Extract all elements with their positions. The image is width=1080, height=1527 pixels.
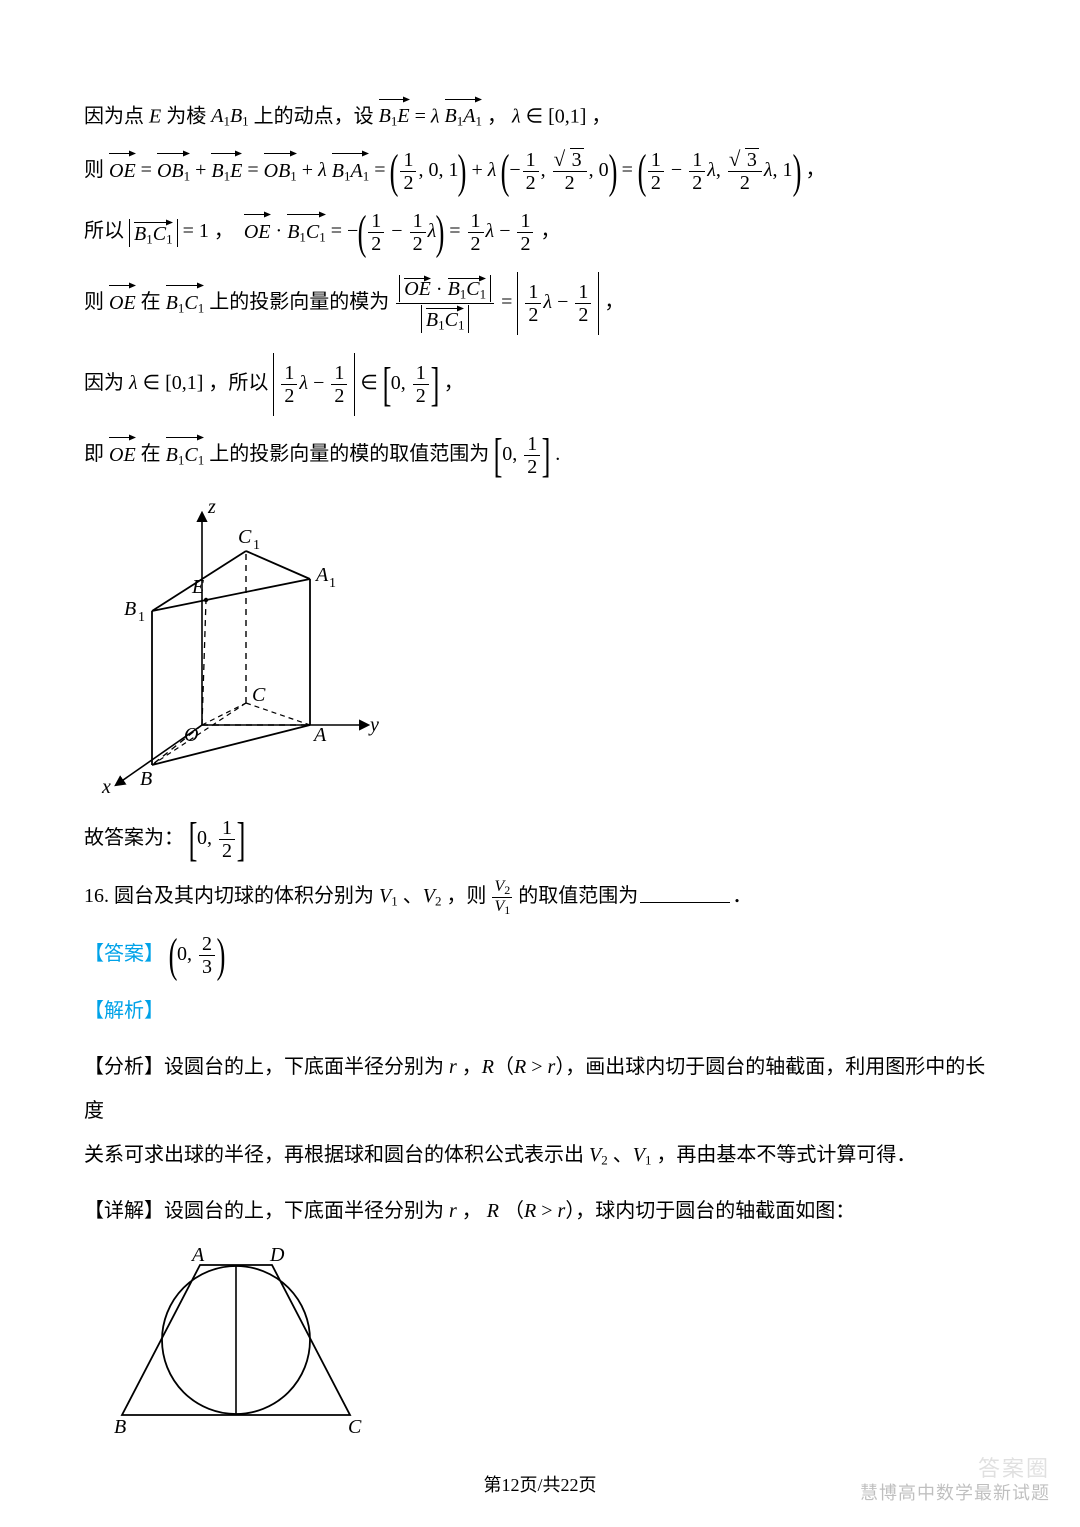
q16d: 的取值范围为	[513, 886, 638, 908]
question-16: 16. 圆台及其内切球的体积分别为 V1 、V2 ，则 V2V1 的取值范围为．	[84, 879, 996, 916]
fenxi-line-1: 【分析】设圆台的上，下底面半径分别为 r ，R（R > r），画出球内切于圆台的…	[84, 1045, 996, 1177]
l3a: 所以	[84, 221, 129, 243]
l6b: 在	[136, 444, 166, 466]
l2end: ，	[801, 160, 826, 182]
svg-text:A: A	[312, 724, 327, 746]
svg-text:O: O	[184, 724, 198, 746]
l6a: 即	[84, 444, 109, 466]
vec-OE: OE	[109, 152, 136, 186]
l5b: ，所以	[203, 373, 273, 395]
q16c: ，则	[441, 886, 491, 908]
xj-a: 【详解】设圆台的上，下底面半径分别为	[84, 1200, 449, 1222]
l4c: 上的投影向量的模为	[204, 292, 394, 314]
xiangjie-line: 【详解】设圆台的上，下底面半径分别为 r ， R （R > r），球内切于圆台的…	[84, 1195, 996, 1227]
fill-blank	[640, 882, 730, 903]
sym-E: E	[149, 105, 161, 127]
l4b: 在	[136, 292, 166, 314]
svg-text:1: 1	[253, 538, 260, 553]
fx-g: ，再由基本不等式计算可得．	[651, 1144, 916, 1166]
l4a: 则	[84, 292, 109, 314]
svg-text:y: y	[368, 714, 379, 736]
svg-text:C: C	[348, 1416, 362, 1435]
q16a: 16. 圆台及其内切球的体积分别为	[84, 886, 379, 908]
answer-line-15: 故答案为： [0, 12]	[84, 818, 996, 861]
answer-line-16: 【答案】 (0, 23)	[84, 934, 996, 977]
text-line-5: 因为 λ ∈ [0,1] ，所以 12λ − 12 ∈ [0, 12] ，	[84, 353, 996, 416]
svg-text:z: z	[207, 496, 216, 518]
svg-text:D: D	[269, 1245, 285, 1266]
jiexi-label: 【解析】	[84, 1000, 164, 1022]
svg-text:B: B	[140, 768, 152, 790]
fx-b: ，	[457, 1056, 482, 1078]
svg-text:x: x	[101, 776, 111, 795]
q16b: 、	[398, 886, 423, 908]
svg-text:B: B	[114, 1416, 126, 1435]
xj-d: ），球内切于圆台的轴截面如图：	[565, 1200, 855, 1222]
l1a: 因为点	[84, 105, 149, 127]
svg-text:A: A	[314, 564, 329, 586]
l1d: ，	[482, 105, 512, 127]
fx-f: 、	[608, 1144, 633, 1166]
svg-text:C: C	[238, 526, 252, 548]
jiexi-label-line: 【解析】	[84, 995, 996, 1027]
l6d: .	[550, 444, 560, 466]
answer-prefix: 故答案为：	[84, 828, 184, 850]
text-line-1: 因为点 E 为棱 A1B1 上的动点，设 B1E = λ B1A1 ， λ ∈ …	[84, 98, 996, 132]
svg-text:1: 1	[329, 576, 336, 591]
xj-b: ，	[457, 1200, 487, 1222]
l6c: 上的投影向量的模的取值范围为	[204, 444, 494, 466]
page-footer: 第12页/共22页	[84, 1471, 996, 1497]
l2a: 则	[84, 160, 109, 182]
fx-e: 关系可求出球的半径，再根据球和圆台的体积公式表示出	[84, 1144, 589, 1166]
answer-label: 【答案】	[84, 944, 164, 966]
text-line-3: 所以 B1C1 = 1 ， OE · B1C1 = −(12 − 12λ) = …	[84, 211, 996, 254]
xj-c: （	[499, 1200, 524, 1222]
l1c: 上的动点，设	[249, 105, 379, 127]
l1b: 为棱	[161, 105, 211, 127]
l1e: ，	[586, 105, 611, 127]
figure-prism-3d: z y x O A B C A 1 B 1 C 1 E	[92, 495, 996, 800]
text-line-4: 则 OE 在 B1C1 上的投影向量的模为 OE · B1C1 B1C1 = 1…	[84, 272, 996, 335]
svg-text:E: E	[191, 576, 204, 598]
svg-text:1: 1	[138, 610, 145, 625]
page: 因为点 E 为棱 A1B1 上的动点，设 B1E = λ B1A1 ， λ ∈ …	[0, 0, 1080, 1527]
fx-c: （	[494, 1056, 514, 1078]
vec-B1E: B1E	[379, 98, 410, 132]
fx-a: 【分析】设圆台的上，下底面半径分别为	[84, 1056, 449, 1078]
text-line-2: 则 OE = OB1 + B1E = OB1 + λ B1A1 = (12, 0…	[84, 150, 996, 193]
svg-text:B: B	[124, 598, 136, 620]
sym-A1B1: A1B1	[211, 105, 248, 127]
q16e: ．	[732, 886, 752, 908]
svg-text:A: A	[190, 1245, 205, 1266]
text-line-6: 即 OE 在 B1C1 上的投影向量的模的取值范围为 [0, 12] .	[84, 434, 996, 477]
svg-text:C: C	[252, 684, 266, 706]
vec-B1A1: B1A1	[445, 98, 482, 132]
figure-trapezoid-incircle: A D B C	[92, 1245, 996, 1440]
l5a: 因为	[84, 373, 129, 395]
